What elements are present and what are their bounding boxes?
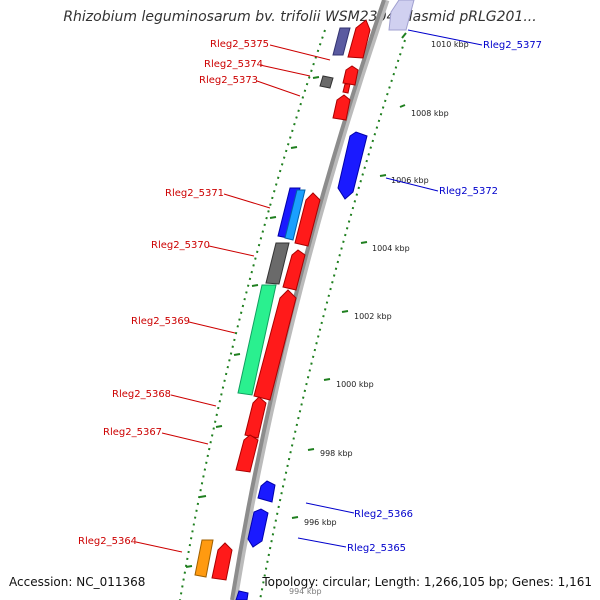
gene-rleg2-5368[interactable] — [244, 396, 267, 439]
left-connectors — [135, 44, 331, 553]
gene-red-small[interactable] — [332, 94, 351, 121]
map-title: Rhizobium leguminosarum bv. trifolii WSM… — [63, 9, 537, 25]
gene-label-left[interactable]: Rleg2_5368 — [112, 389, 171, 400]
gene-label-right[interactable]: Rleg2_5366 — [354, 509, 413, 520]
tick-marks — [185, 32, 407, 568]
gene-red-5369b[interactable] — [253, 289, 297, 401]
gene-purple-top[interactable] — [332, 27, 351, 56]
gene-red-mini[interactable] — [342, 83, 351, 94]
gene-rleg2-5373[interactable] — [319, 75, 334, 89]
summary-text: Topology: circular; Length: 1,266,105 bp… — [262, 575, 592, 589]
tick-label: 1002 kbp — [354, 312, 392, 321]
tick-label: 1004 kbp — [372, 244, 410, 253]
gene-rleg2-5367[interactable] — [235, 434, 259, 473]
gene-rleg2-5372[interactable] — [337, 131, 368, 200]
gene-rleg2-5366[interactable] — [257, 480, 276, 503]
gene-label-left[interactable]: Rleg2_5375 — [210, 39, 269, 50]
inner-guide-line — [179, 29, 326, 600]
tick-label: 994 kbp — [289, 587, 322, 596]
gene-label-left[interactable]: Rleg2_5371 — [165, 188, 224, 199]
gene-rleg2-5369[interactable] — [237, 284, 277, 396]
gene-label-right[interactable]: Rleg2_5377 — [483, 40, 542, 51]
gene-rleg2-5375[interactable] — [347, 19, 371, 59]
tick-label: 1000 kbp — [336, 380, 374, 389]
reverse-genes — [235, 0, 415, 600]
gene-label-left[interactable]: Rleg2_5374 — [204, 59, 263, 70]
gene-label-left[interactable]: Rleg2_5373 — [199, 75, 258, 86]
accession-text: Accession: NC_011368 — [9, 575, 146, 589]
tick-label: 996 kbp — [304, 518, 337, 527]
gene-partial-bottom[interactable] — [235, 590, 249, 600]
right-connectors — [297, 29, 483, 548]
gene-rleg2-5370[interactable] — [265, 242, 290, 285]
gene-red-5364b[interactable] — [211, 542, 233, 581]
gene-red-5371b[interactable] — [294, 192, 321, 247]
tick-label: 1006 kbp — [391, 176, 429, 185]
gene-label-right[interactable]: Rleg2_5372 — [439, 186, 498, 197]
gene-red-5370b[interactable] — [282, 249, 306, 291]
tick-label: 1010 kbp — [431, 40, 469, 49]
gene-label-left[interactable]: Rleg2_5369 — [131, 316, 190, 327]
gene-rleg2-5374[interactable] — [342, 65, 359, 86]
gene-label-left[interactable]: Rleg2_5364 — [78, 536, 137, 547]
gene-rleg2-5365[interactable] — [247, 508, 269, 548]
gene-label-left[interactable]: Rleg2_5367 — [103, 427, 162, 438]
gene-label-right[interactable]: Rleg2_5365 — [347, 543, 406, 554]
gene-label-left[interactable]: Rleg2_5370 — [151, 240, 210, 251]
tick-label: 998 kbp — [320, 449, 353, 458]
gene-cyan[interactable] — [284, 189, 306, 241]
gene-rleg2-5377[interactable] — [388, 0, 415, 31]
gene-rleg2-5364[interactable] — [194, 539, 214, 578]
forward-genes — [194, 19, 371, 581]
tick-label: 1008 kbp — [411, 109, 449, 118]
